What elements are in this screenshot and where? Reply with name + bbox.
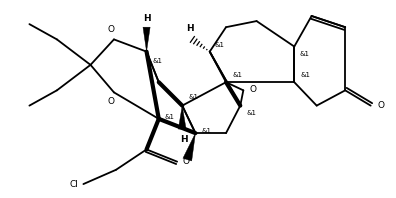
Text: &1: &1 <box>215 42 225 48</box>
Text: O: O <box>378 101 385 110</box>
Text: &1: &1 <box>299 51 309 57</box>
Polygon shape <box>178 106 186 129</box>
Text: O: O <box>182 157 189 166</box>
Polygon shape <box>143 27 150 52</box>
Text: &1: &1 <box>232 72 242 78</box>
Text: H: H <box>181 135 188 144</box>
Text: &1: &1 <box>301 72 310 78</box>
Text: H: H <box>143 14 150 23</box>
Text: O: O <box>107 97 114 107</box>
Text: &1: &1 <box>165 114 175 120</box>
Polygon shape <box>183 133 196 161</box>
Text: &1: &1 <box>246 110 256 116</box>
Text: Cl: Cl <box>69 180 78 188</box>
Text: &1: &1 <box>202 128 211 134</box>
Text: O: O <box>107 25 114 34</box>
Text: H: H <box>187 24 194 33</box>
Text: &1: &1 <box>153 58 163 64</box>
Text: &1: &1 <box>188 93 198 100</box>
Text: O: O <box>249 85 257 94</box>
